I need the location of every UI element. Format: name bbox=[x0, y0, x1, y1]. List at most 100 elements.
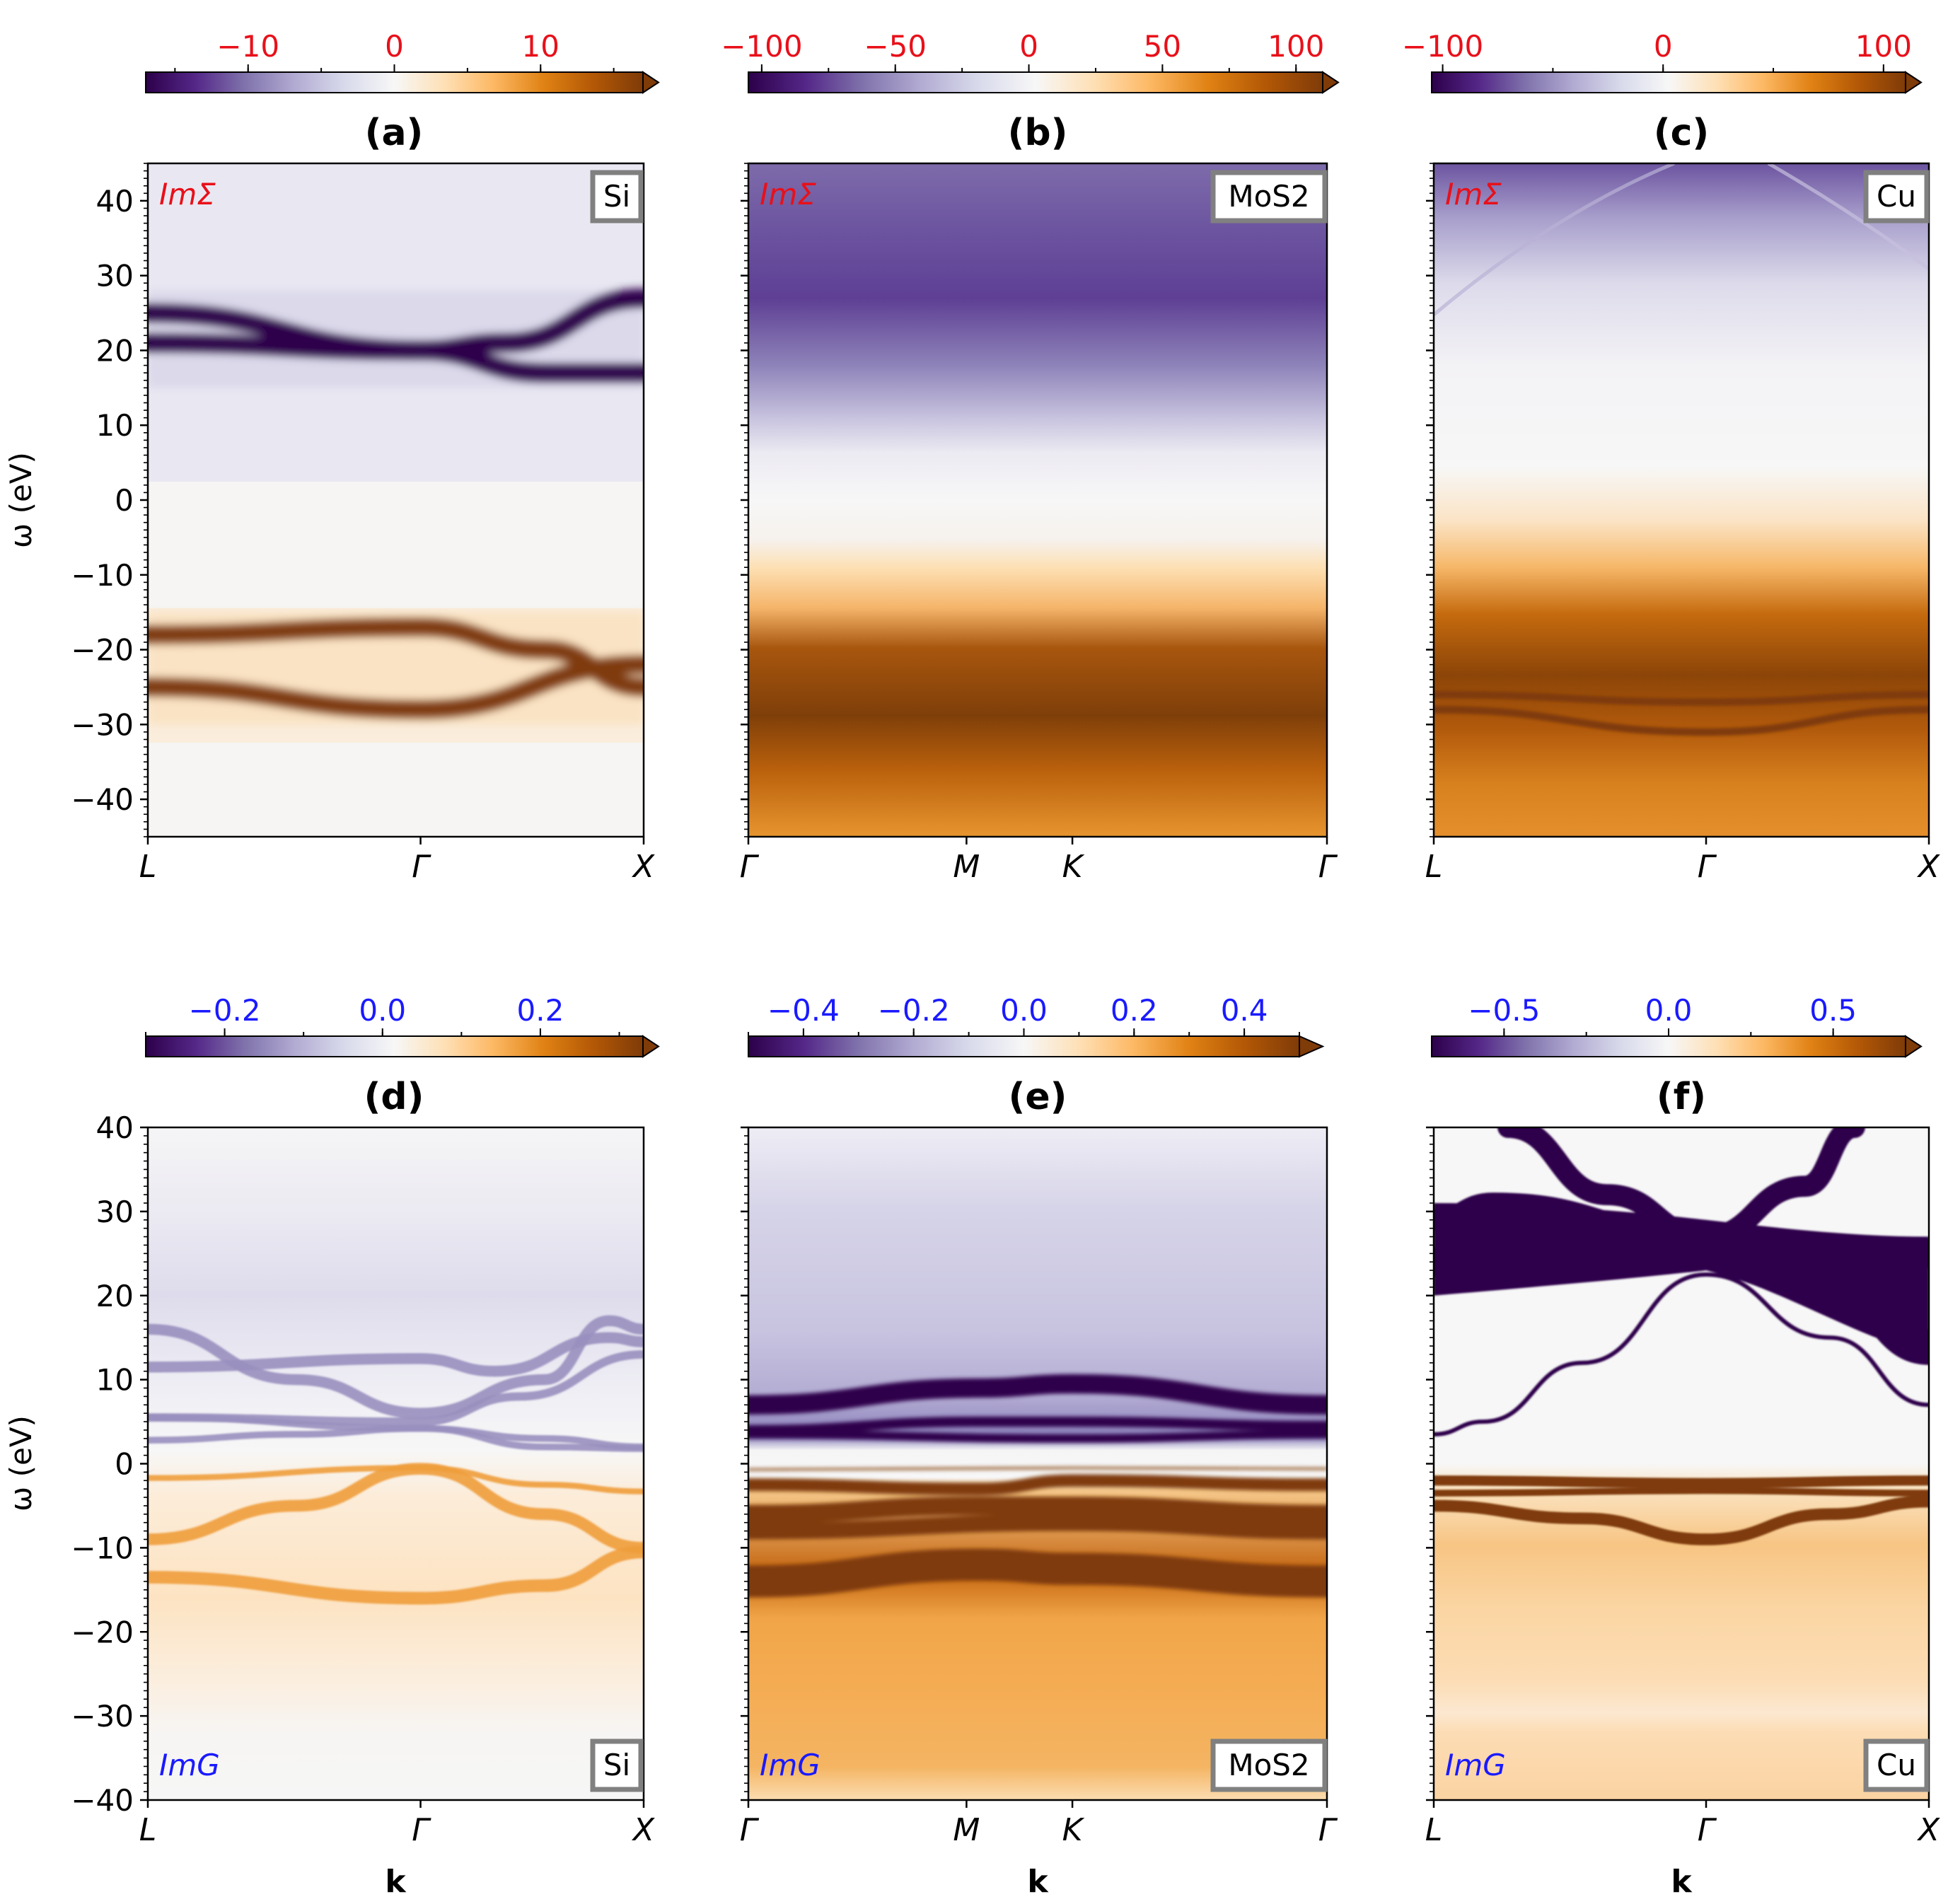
band-line bbox=[148, 1463, 644, 1554]
panel-d: −0.2 0.0 0.2 (d) −40 −30 −20 −10 0 10 20 30 40 L Γ X… bbox=[4, 993, 660, 1900]
k-tick-label: X bbox=[632, 1812, 655, 1848]
colorbar-extend-c bbox=[1905, 71, 1923, 94]
label-material-b: MoS2 bbox=[1228, 179, 1309, 214]
band-line bbox=[748, 1429, 1327, 1443]
band-line bbox=[748, 1496, 1327, 1523]
colorbar-ticks-c: −100 0 100 bbox=[1402, 29, 1912, 72]
colorbar-tick-label: −0.5 bbox=[1468, 993, 1540, 1028]
colorbar-tick-label: −0.4 bbox=[767, 993, 840, 1028]
y-tick-label: 10 bbox=[96, 408, 134, 443]
y-ticks-e bbox=[741, 1126, 748, 1801]
colorbar-tick-label: 0 bbox=[385, 29, 404, 64]
k-tick-label: L bbox=[1425, 849, 1443, 885]
panel-title-a: (a) bbox=[365, 112, 424, 154]
band-line bbox=[1434, 690, 1929, 706]
label-material-f: Cu bbox=[1877, 1748, 1916, 1782]
k-tick-label: L bbox=[139, 1812, 157, 1848]
colorbar-tick-label: 0 bbox=[1019, 29, 1038, 64]
k-tick-label: X bbox=[1917, 1812, 1940, 1848]
band-line bbox=[1434, 1475, 1929, 1488]
label-quantity-a: ImΣ bbox=[159, 177, 216, 211]
colorbar-ticks-a: −10 0 10 bbox=[174, 29, 615, 72]
panel-a: −10 0 10 (a) −40 −30 −20 −10 0 10 20 30 40 L Γ X ImΣ… bbox=[4, 29, 660, 885]
colorbar-tick-label: 0.0 bbox=[1000, 993, 1048, 1028]
colorbar-ticks-e: −0.4 −0.2 0.0 0.2 0.4 bbox=[748, 993, 1300, 1036]
colorbar-tick-label: −50 bbox=[864, 29, 927, 64]
heatmap-b bbox=[748, 163, 1327, 837]
y-tick-label: 0 bbox=[115, 483, 134, 518]
colorbar-tick-label: 0.4 bbox=[1221, 993, 1268, 1028]
colorbar-tick-label: −100 bbox=[721, 29, 802, 64]
band-line bbox=[148, 1332, 644, 1377]
colorbar-tick-label: 0.0 bbox=[359, 993, 406, 1028]
k-tick-label: Γ bbox=[1318, 1812, 1338, 1848]
k-tick-label: Γ bbox=[412, 1812, 431, 1848]
y-tick-label: 40 bbox=[96, 184, 134, 219]
colorbar-extend-e bbox=[1299, 1035, 1325, 1058]
label-material-c: Cu bbox=[1877, 179, 1916, 214]
y-ticks-b bbox=[741, 163, 748, 837]
panel-title-e: (e) bbox=[1009, 1076, 1067, 1118]
colorbar-extend-d bbox=[642, 1035, 660, 1058]
band-line bbox=[148, 1414, 644, 1452]
k-tick-label: K bbox=[1062, 849, 1085, 885]
y-tick-label: 30 bbox=[96, 259, 134, 294]
label-quantity-b: ImΣ bbox=[760, 177, 816, 211]
panel-e: −0.4 −0.2 0.0 0.2 0.4 (e) Γ M K Γ ImG MoS2 k bbox=[740, 993, 1338, 1900]
panel-title-d: (d) bbox=[364, 1076, 424, 1118]
label-quantity-d: ImG bbox=[159, 1748, 220, 1782]
bands-f bbox=[1434, 1127, 1929, 1545]
band-line bbox=[1434, 1272, 1929, 1436]
label-material-d: Si bbox=[603, 1748, 630, 1782]
band-line bbox=[148, 303, 644, 383]
k-tick-label: X bbox=[1917, 849, 1940, 885]
colorbar-tick-label: −0.2 bbox=[878, 993, 950, 1028]
colorbar-tick-label: 50 bbox=[1144, 29, 1181, 64]
k-tick-label: L bbox=[139, 849, 157, 885]
y-ticks-d: −40 −30 −20 −10 0 10 20 30 40 bbox=[71, 1110, 148, 1818]
label-material-a: Si bbox=[603, 179, 630, 214]
colorbar-f bbox=[1432, 1036, 1906, 1057]
band-line bbox=[748, 1474, 1327, 1496]
band-line bbox=[748, 1548, 1327, 1598]
band-line bbox=[148, 1545, 644, 1605]
colorbar-tick-label: 0.2 bbox=[517, 993, 564, 1028]
y-tick-label: 20 bbox=[96, 1279, 134, 1313]
bands-c bbox=[1434, 690, 1929, 736]
panel-title-c: (c) bbox=[1654, 112, 1709, 154]
label-quantity-c: ImΣ bbox=[1445, 177, 1502, 211]
k-tick-label: Γ bbox=[412, 849, 431, 885]
y-tick-label: −40 bbox=[71, 782, 134, 817]
label-quantity-e: ImG bbox=[760, 1748, 821, 1782]
y-ticks-c bbox=[1426, 163, 1434, 837]
y-tick-label: 40 bbox=[96, 1110, 134, 1145]
y-tick-label: −10 bbox=[71, 558, 134, 593]
x-axis-label-e: k bbox=[1027, 1864, 1049, 1900]
bands-d bbox=[148, 1315, 644, 1605]
k-tick-label: M bbox=[953, 1812, 980, 1848]
bands-a bbox=[148, 289, 644, 725]
k-tick-label: Γ bbox=[1698, 1812, 1717, 1848]
label-quantity-f: ImG bbox=[1445, 1748, 1506, 1782]
colorbar-tick-label: −0.2 bbox=[189, 993, 261, 1028]
k-tick-label: Γ bbox=[1318, 849, 1338, 885]
colorbar-e bbox=[748, 1036, 1299, 1057]
y-tick-label: −40 bbox=[71, 1783, 134, 1818]
band-line bbox=[148, 655, 644, 719]
band-line bbox=[748, 1374, 1327, 1415]
panel-title-f: (f) bbox=[1657, 1076, 1706, 1118]
heatmap-c bbox=[1434, 163, 1929, 837]
panel-c: −100 0 100 (c) L Γ X ImΣ Cu bbox=[1402, 29, 1940, 885]
bands-e bbox=[748, 1374, 1327, 1598]
colorbar-tick-label: 100 bbox=[1855, 29, 1912, 64]
y-tick-label: 0 bbox=[115, 1447, 134, 1482]
k-tick-label: K bbox=[1062, 1812, 1085, 1848]
colorbar-c bbox=[1432, 72, 1906, 93]
colorbar-d bbox=[146, 1036, 643, 1057]
band-line bbox=[1434, 1487, 1929, 1497]
label-material-e: MoS2 bbox=[1228, 1748, 1309, 1782]
